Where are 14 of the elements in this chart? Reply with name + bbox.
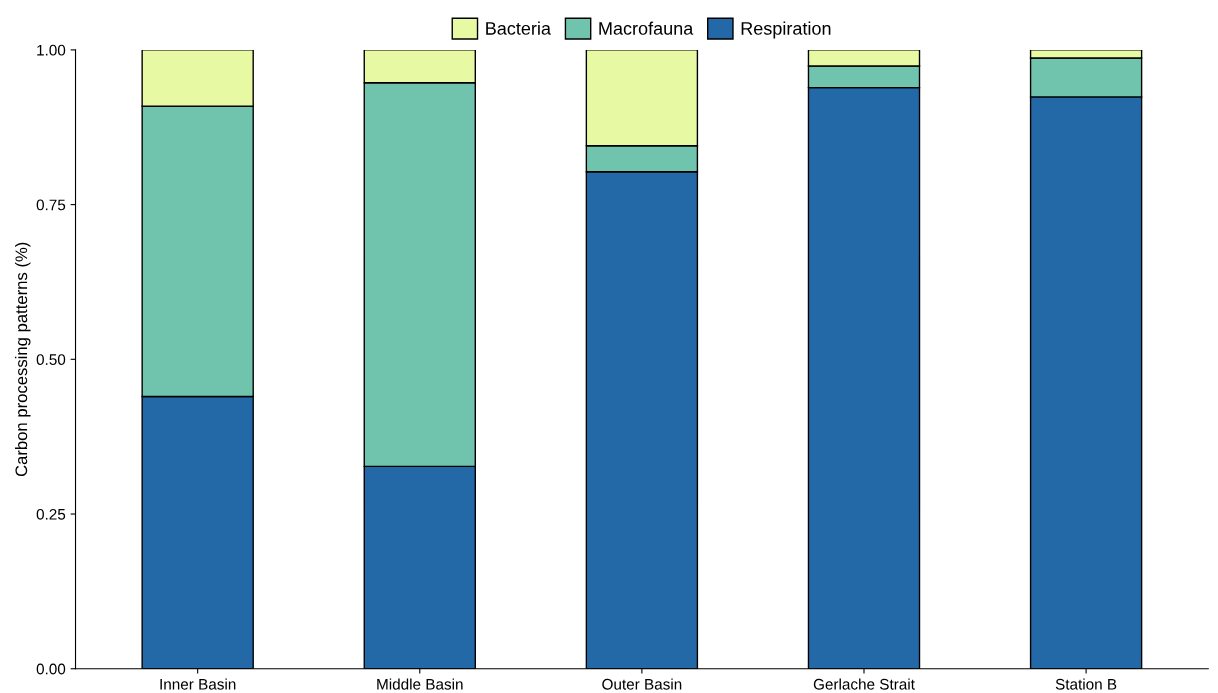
y-tick-label: 0.00 [36, 663, 66, 675]
x-tick-label: Middle Basin [377, 678, 463, 690]
y-tick-label: 1.00 [37, 44, 66, 56]
y-tick-label: 0.50 [36, 354, 66, 366]
legend-label: Macrofauna [599, 21, 694, 35]
x-tick-label: Inner Basin [160, 678, 236, 690]
legend-label: Respiration [741, 21, 831, 39]
x-tick-label: Gerlache Strait [813, 678, 915, 690]
y-tick-label: 0.25 [36, 508, 66, 520]
x-tick-label: Outer Basin [602, 678, 682, 690]
legend-label: Bacteria [486, 21, 551, 35]
y-tick-label: 0.75 [36, 199, 66, 211]
x-tick-label: Station B [1055, 678, 1117, 690]
y-axis-title: Carbon processing patterns (%) [14, 242, 31, 477]
